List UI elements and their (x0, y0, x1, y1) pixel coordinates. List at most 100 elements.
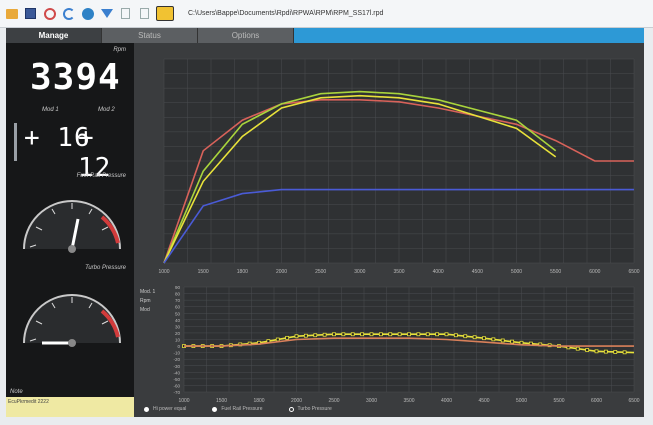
legend-marker-icon (288, 406, 294, 412)
x-tick-label: 1800 (237, 269, 248, 275)
chart-legend: Hi power equal Fuel Rail Pressure Turbo … (144, 406, 332, 412)
x-tick-label: 2000 (291, 398, 302, 404)
data-point (622, 350, 627, 355)
data-point (369, 332, 374, 337)
legend-label: Fuel Rail Pressure (221, 406, 263, 412)
data-point (425, 332, 430, 337)
y-tick-label: -70 (173, 390, 180, 395)
file-path: C:\Users\Bappe\Documents\Rpdi\RPWA\RPM\R… (188, 10, 384, 17)
data-point (341, 332, 346, 337)
x-tick-label: 4000 (441, 398, 452, 404)
x-tick-label: 5000 (516, 398, 527, 404)
toolbar: C:\Users\Bappe\Documents\Rpdi\RPWA\RPM\R… (0, 0, 653, 28)
x-tick-label: 1500 (216, 398, 227, 404)
x-tick-label: 5500 (553, 398, 564, 404)
data-point (294, 334, 299, 339)
tab-status[interactable]: Status (102, 28, 198, 43)
power-chart: 1000 1500 1800 2000 2500 3000 3500 4000 4500 5000… (134, 43, 644, 277)
legend-item[interactable]: Hi power equal (144, 406, 186, 412)
mod1-display: + 16 (24, 123, 91, 153)
settings-icon[interactable] (42, 6, 57, 21)
chart-area: 1000 1500 1800 2000 2500 3000 3500 4000 4500 5000… (134, 43, 644, 417)
x-tick-label: 6500 (628, 398, 639, 404)
y-tick-label: -40 (173, 370, 180, 375)
data-point (322, 332, 327, 337)
y-tick-label: -50 (173, 377, 180, 382)
data-point (482, 336, 486, 341)
paste-icon[interactable] (137, 6, 152, 21)
copy-icon[interactable] (118, 6, 133, 21)
y-tick-label: 60 (175, 305, 181, 310)
tab-manage[interactable]: Manage (6, 28, 102, 43)
data-point (332, 332, 336, 337)
x-tick-label: 4000 (433, 269, 444, 275)
data-point (397, 332, 402, 337)
series-line (163, 99, 634, 264)
data-point (285, 335, 290, 340)
x-tick-label: 3000 (366, 398, 377, 404)
y-tick-label: -30 (173, 364, 180, 369)
mod-indicator (14, 123, 17, 161)
x-tick-label: 5500 (550, 269, 561, 275)
globe-icon[interactable] (80, 6, 95, 21)
data-point (472, 335, 477, 340)
data-point (407, 332, 411, 337)
tab-options[interactable]: Options (198, 28, 294, 43)
data-point (378, 332, 383, 337)
series-line (163, 90, 557, 264)
y-tick-label: 70 (175, 298, 181, 303)
x-tick-label: 3000 (354, 269, 365, 275)
series-line (184, 337, 634, 347)
notes-field[interactable]: EcuPkrmedit 2222 (6, 397, 134, 417)
y-tick-label: -20 (173, 357, 180, 362)
mod2-label: Mod 2 (98, 107, 115, 113)
y-axis-label: Rpm (140, 298, 151, 304)
refresh-icon[interactable] (61, 6, 76, 21)
data-point (510, 339, 515, 344)
data-point (416, 332, 421, 337)
tab-bar: Manage Status Options (6, 28, 644, 43)
x-tick-label: 6000 (591, 398, 602, 404)
y-axis-label: Mod (140, 307, 150, 313)
data-point (491, 337, 496, 342)
x-tick-label: 1500 (198, 269, 209, 275)
x-tick-label: 1000 (178, 398, 189, 404)
x-tick-label: 4500 (472, 269, 483, 275)
fuel-rail-gauge (23, 200, 121, 253)
data-point (575, 346, 580, 351)
x-tick-label: 1800 (253, 398, 264, 404)
save-icon[interactable] (23, 6, 38, 21)
data-point (603, 349, 608, 354)
legend-label: Turbo Pressure (297, 406, 332, 412)
x-tick-label: 2500 (315, 269, 326, 275)
data-point (594, 349, 599, 354)
y-tick-label: 0 (177, 344, 180, 349)
data-point (519, 340, 524, 345)
y-tick-label: 40 (175, 318, 181, 323)
y-axis-label: Mod. 1 (140, 289, 156, 295)
legend-item[interactable]: Fuel Rail Pressure (212, 406, 263, 412)
data-point (585, 348, 590, 352)
data-point (303, 333, 308, 338)
left-panel: Rpm 3394 Mod 1 Mod 2 + 16 + 12 Fuel Rail… (6, 43, 134, 417)
data-point (444, 332, 449, 337)
modifier-chart: 1000 1500 1800 2000 2500 3000 3500 4000 4500 5000… (134, 279, 644, 407)
data-point (435, 332, 440, 337)
folder-icon[interactable] (4, 6, 19, 21)
x-tick-label: 3500 (403, 398, 414, 404)
turbo-label: Turbo Pressure (85, 265, 126, 271)
y-tick-label: -10 (173, 351, 180, 356)
data-point (453, 333, 458, 338)
x-tick-label: 5000 (511, 269, 522, 275)
notes-label: Note (10, 389, 23, 395)
y-tick-label: 10 (175, 338, 181, 343)
filter-icon[interactable] (99, 6, 114, 21)
y-tick-label: 80 (175, 292, 181, 297)
legend-item[interactable]: Turbo Pressure (288, 406, 332, 412)
data-point (388, 332, 393, 337)
y-tick-label: 50 (175, 311, 181, 316)
y-tick-label: 90 (175, 285, 181, 290)
data-point (500, 338, 505, 343)
rpm-label: Rpm (113, 47, 126, 53)
series-line (163, 188, 634, 264)
